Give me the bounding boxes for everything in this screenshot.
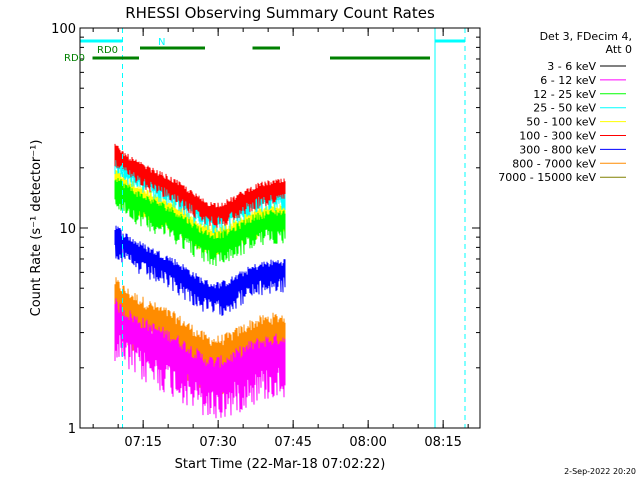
series-100-300kev-line (114, 143, 286, 228)
series-6-12kev-line (114, 298, 286, 419)
legend-label-1: 6 - 12 keV (540, 74, 596, 87)
legend-label-8: 7000 - 15000 keV (498, 171, 596, 184)
x-tick-label: 07:45 (274, 435, 311, 450)
legend-header-line2: Att 0 (606, 43, 632, 56)
x-tick-label: 07:30 (199, 435, 236, 450)
annotation-rd0-top: RD0 (97, 45, 118, 56)
legend-label-0: 3 - 6 keV (547, 60, 596, 73)
annotation-n: N (158, 37, 165, 48)
x-tick-label: 07:15 (124, 435, 161, 450)
legend-label-6: 300 - 800 keV (519, 143, 596, 156)
y-tick-label: 100 (51, 22, 76, 37)
y-tick-label: 1 (68, 422, 76, 437)
date-stamp: 2-Sep-2022 20:20 (564, 467, 636, 476)
x-axis-label: Start Time (22-Mar-18 07:02:22) (175, 457, 386, 472)
plot-area: 1 10 100 07:15 07:30 07:45 08:00 08:15 (51, 22, 481, 450)
legend-label-7: 800 - 7000 keV (512, 157, 596, 170)
x-axis-start-time: 22-Mar-18 07:02:22 (252, 457, 381, 472)
x-tick-label: 08:00 (349, 435, 386, 450)
legend-label-5: 100 - 300 keV (519, 130, 596, 143)
y-tick-label: 10 (59, 222, 76, 237)
series-300-800kev-line (114, 225, 286, 316)
legend-label-2: 12 - 25 keV (533, 88, 596, 101)
series-12-25kev-line (114, 178, 286, 267)
legend-label-3: 25 - 50 keV (533, 102, 596, 115)
x-axis-label-suffix: ) (380, 457, 385, 472)
x-tick-label: 08:15 (424, 435, 461, 450)
y-axis-label: Count Rate (s⁻¹ detector⁻¹) (29, 140, 44, 317)
chart-title: RHESSI Observing Summary Count Rates (125, 4, 435, 22)
legend-header-line1: Det 3, FDecim 4, (540, 30, 632, 43)
legend-label-4: 50 - 100 keV (526, 116, 596, 129)
x-axis-label-prefix: Start Time ( (175, 457, 252, 472)
annotation-rd0-bottom: RD0 (64, 53, 85, 64)
